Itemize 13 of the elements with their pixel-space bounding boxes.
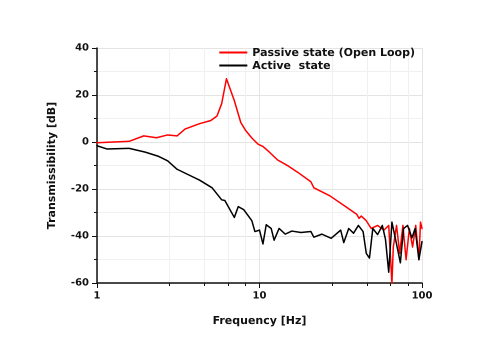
- legend-label: Passive state (Open Loop): [252, 46, 416, 59]
- legend-label: Active state: [252, 59, 331, 72]
- x-axis-title: Frequency [Hz]: [212, 314, 306, 327]
- y-tick-label: -60: [70, 278, 90, 288]
- y-tick-label: 40: [75, 42, 90, 54]
- y-tick-label: 20: [75, 90, 90, 100]
- x-tick-label: 1: [94, 290, 101, 302]
- y-tick-label: 0: [82, 136, 90, 148]
- y-axis-title: Transmissibility [dB]: [45, 102, 58, 230]
- x-tick-label: 10: [252, 290, 266, 302]
- y-tick-label: -40: [70, 230, 90, 242]
- x-tick-label: 100: [412, 290, 432, 302]
- y-tick-label: -20: [70, 184, 90, 194]
